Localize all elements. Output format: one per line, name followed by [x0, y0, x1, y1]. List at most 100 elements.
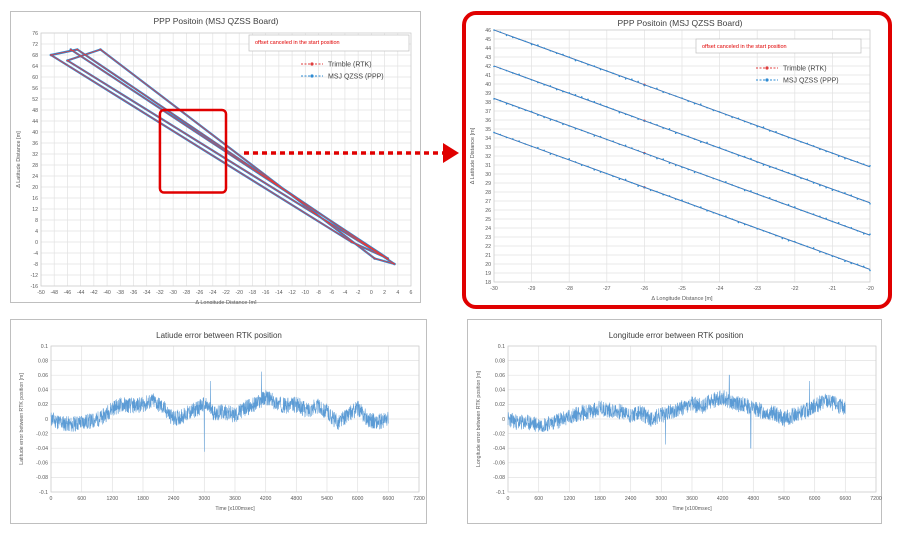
data-point: [819, 251, 821, 253]
data-point: [499, 133, 502, 136]
y-axis-label: Longitude error between RTK position [m]: [476, 370, 482, 466]
data-point: [794, 240, 796, 243]
y-tick-label: -4: [33, 251, 38, 257]
x-axis-label: Time [x100msec]: [215, 506, 255, 512]
data-point: [869, 233, 871, 235]
data-point: [518, 73, 520, 76]
data-point: [377, 252, 379, 254]
data-point: [850, 226, 852, 229]
data-point: [549, 85, 552, 87]
data-point: [505, 69, 508, 72]
y-axis-label: Latitude error between RTK position [m]: [19, 373, 25, 465]
data-point: [844, 224, 846, 227]
y-tick-label: 37: [485, 109, 491, 115]
y-tick-label: 64: [32, 64, 38, 70]
data-point: [562, 90, 564, 93]
chart-panel-zoom: -30 -29 -28 -27 -26 -25 -24 -23 -22 -21 -20 18 19 20 2…: [462, 11, 892, 309]
data-point: [731, 218, 733, 220]
longitude-error-chart: 0 600 1200 1800 2400 3000 3600 4200 4800 5400 6000…: [476, 331, 882, 512]
data-point: [825, 217, 827, 220]
data-point: [580, 61, 583, 63]
data-point: [743, 189, 746, 192]
data-point: [825, 252, 827, 255]
y-tick-label: 0.06: [38, 373, 48, 379]
data-point: [66, 59, 69, 62]
data-point: [668, 128, 671, 130]
data-point: [649, 121, 652, 124]
x-tick-label: -38: [117, 290, 125, 296]
x-tick-label: 3600: [229, 496, 241, 502]
y-tick-label: 8: [35, 218, 38, 224]
data-point: [530, 110, 533, 113]
series-error-trace: [507, 374, 846, 449]
data-point: [524, 109, 527, 112]
x-tick-label: -22: [791, 286, 799, 292]
x-tick-label: 4200: [717, 496, 729, 502]
data-point: [681, 166, 683, 169]
data-point: [549, 49, 552, 52]
data-point: [643, 84, 646, 87]
data-point: [768, 166, 771, 168]
x-tick-label: -26: [641, 286, 649, 292]
data-point: [812, 247, 815, 249]
data-point: [712, 145, 715, 147]
data-point: [631, 147, 633, 149]
y-tick-label: 32: [32, 152, 38, 158]
data-point: [687, 168, 690, 171]
y-tick-label: 52: [32, 97, 38, 103]
data-point: [612, 175, 614, 178]
zoomed-trajectory-chart: -30 -29 -28 -27 -26 -25 -24 -23 -22 -21 -20 18 19 20 2…: [470, 18, 874, 302]
y-tick-label: 36: [32, 141, 38, 147]
x-tick-label: -48: [50, 290, 58, 296]
data-point: [587, 131, 589, 134]
data-point: [687, 135, 690, 138]
data-point: [819, 215, 821, 218]
data-point: [593, 169, 596, 171]
data-point: [618, 178, 621, 181]
data-point: [512, 104, 514, 107]
data-point: [649, 189, 652, 192]
x-tick-label: 7200: [870, 496, 882, 502]
y-tick-label: 33: [485, 145, 491, 151]
data-point: [693, 204, 696, 207]
data-point: [662, 127, 664, 129]
data-point: [687, 202, 690, 204]
y-tick-label: 28: [32, 163, 38, 169]
data-point: [99, 48, 102, 51]
data-point: [537, 44, 539, 46]
data-point: [787, 171, 790, 174]
data-point: [537, 146, 539, 149]
data-point: [674, 95, 677, 97]
data-point: [681, 133, 683, 136]
x-tick-label: -12: [288, 290, 296, 296]
data-point: [537, 81, 539, 84]
y-tick-label: 39: [485, 91, 491, 97]
data-point: [837, 257, 840, 260]
series-error-trace: [50, 371, 389, 452]
x-tick-label: -6: [329, 290, 334, 296]
y-tick-label: 0.08: [38, 358, 48, 364]
legend-entry: MSJ QZSS (PPP): [783, 77, 839, 84]
y-tick-label: 72: [32, 42, 38, 48]
x-axis-label: Time [x100msec]: [672, 506, 712, 512]
data-point: [700, 206, 702, 208]
y-tick-label: 0.1: [41, 344, 48, 350]
y-tick-label: 12: [32, 207, 38, 213]
data-point: [869, 164, 871, 167]
data-point: [743, 155, 746, 158]
y-tick-label: -8: [33, 262, 38, 268]
data-point: [819, 184, 821, 187]
data-point: [781, 237, 784, 240]
data-point: [373, 257, 376, 260]
data-point: [612, 72, 614, 75]
data-point: [681, 199, 683, 201]
x-tick-label: 2400: [168, 496, 180, 502]
x-tick-label: 3600: [686, 496, 698, 502]
y-tick-label: 43: [485, 55, 491, 61]
data-point: [706, 210, 708, 212]
data-point: [549, 153, 552, 155]
data-point: [831, 189, 834, 191]
data-point: [549, 119, 552, 121]
data-point: [631, 78, 633, 80]
data-point: [637, 80, 639, 83]
